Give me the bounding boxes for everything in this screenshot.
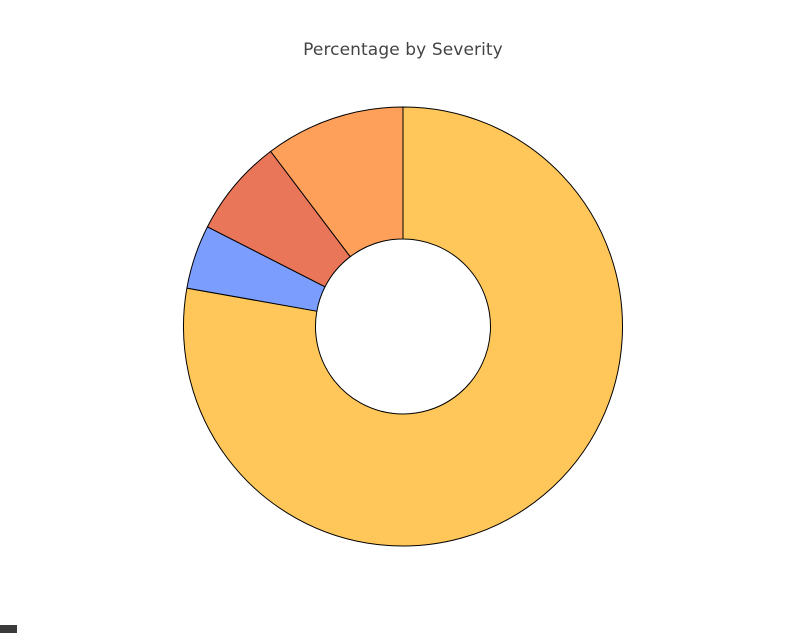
donut-slices bbox=[183, 106, 623, 547]
chart-title: Percentage by Severity bbox=[303, 40, 503, 60]
donut-slice-1[interactable] bbox=[183, 106, 623, 547]
corner-toolbar-handle[interactable] bbox=[0, 625, 17, 633]
donut-slice-4[interactable] bbox=[270, 106, 404, 258]
